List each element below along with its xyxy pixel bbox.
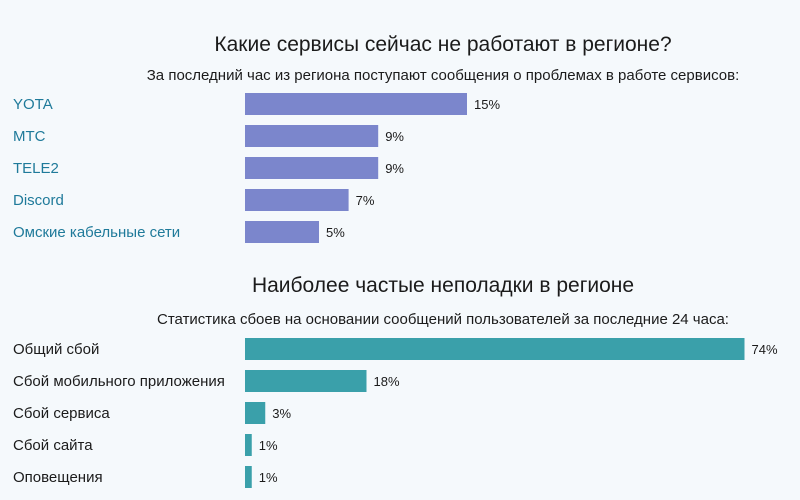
service-bar bbox=[245, 221, 319, 243]
service-bar bbox=[245, 125, 379, 147]
issue-value-label: 74% bbox=[752, 342, 778, 357]
issue-category-label: Сбой сайта bbox=[13, 437, 93, 454]
services-chart-title: Какие сервисы сейчас не работают в регио… bbox=[214, 33, 672, 56]
issue-bar bbox=[245, 466, 252, 488]
service-value-label: 7% bbox=[356, 193, 375, 208]
service-bar bbox=[245, 189, 349, 211]
issue-bar bbox=[245, 338, 745, 360]
issue-category-label: Сбой сервиса bbox=[13, 405, 110, 422]
service-value-label: 15% bbox=[474, 97, 500, 112]
issue-category-label: Сбой мобильного приложения bbox=[13, 373, 225, 390]
service-value-label: 5% bbox=[326, 225, 345, 240]
service-category-label[interactable]: Discord bbox=[13, 192, 64, 209]
issue-value-label: 3% bbox=[272, 406, 291, 421]
services-chart-subtitle: За последний час из региона поступают со… bbox=[146, 67, 740, 84]
service-category-label[interactable]: МТС bbox=[13, 128, 46, 145]
service-category-label[interactable]: Омские кабельные сети bbox=[13, 224, 180, 241]
service-category-label[interactable]: YOTA bbox=[13, 96, 53, 113]
issues-chart-subtitle: Статистика сбоев на основании сообщений … bbox=[157, 311, 729, 328]
issue-value-label: 1% bbox=[259, 470, 278, 485]
issue-bar bbox=[245, 370, 367, 392]
service-value-label: 9% bbox=[385, 129, 404, 144]
issue-value-label: 18% bbox=[374, 374, 400, 389]
service-bar bbox=[245, 157, 379, 179]
issue-bar bbox=[245, 402, 266, 424]
issue-bar bbox=[245, 434, 252, 456]
issue-value-label: 1% bbox=[259, 438, 278, 453]
issue-category-label: Общий сбой bbox=[13, 341, 99, 358]
service-category-label[interactable]: TELE2 bbox=[13, 160, 59, 177]
service-value-label: 9% bbox=[385, 161, 404, 176]
issue-category-label: Оповещения bbox=[13, 469, 103, 486]
service-bar bbox=[245, 93, 467, 115]
issues-chart-title: Наиболее частые неполадки в регионе bbox=[251, 274, 635, 297]
